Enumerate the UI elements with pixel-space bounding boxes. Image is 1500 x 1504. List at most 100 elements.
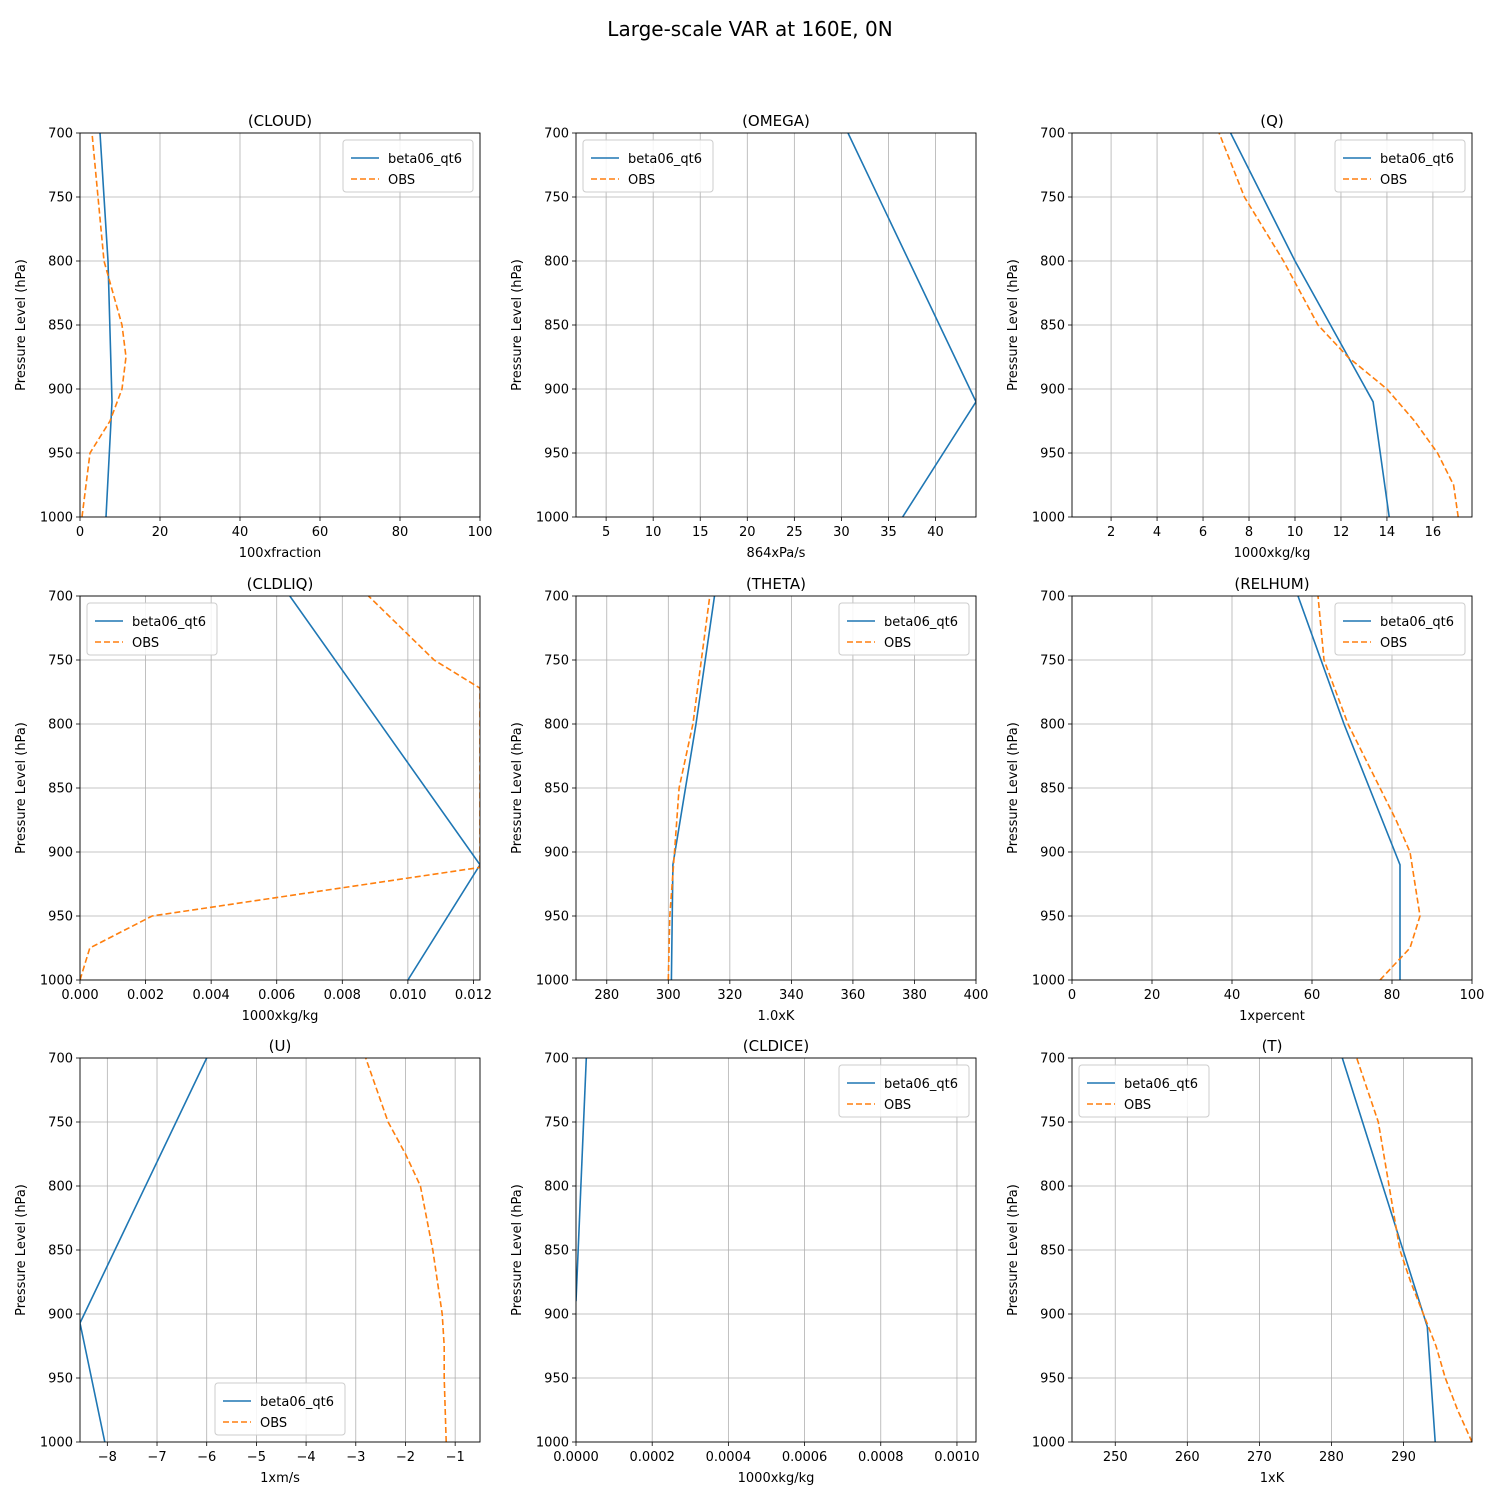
- chart-1-xtick-label: 5: [602, 525, 610, 540]
- chart-5-xtick-label: 100: [1460, 988, 1485, 1003]
- chart-0-legend-box: [342, 139, 474, 193]
- chart-7-ylabel: Pressure Level (hPa): [510, 1184, 525, 1316]
- chart-5-xlabel: 1xpercent: [1239, 1009, 1305, 1024]
- chart-5-xtick-label: 0: [1068, 988, 1076, 1003]
- chart-3-legend-label: OBS: [132, 636, 159, 651]
- chart-1-legend-label: OBS: [628, 173, 655, 188]
- chart-2-xtick-label: 2: [1107, 525, 1115, 540]
- chart-0-legend-label: beta06_qt6: [388, 152, 462, 167]
- chart-7-xlabel: 1000xkg/kg: [738, 1471, 815, 1486]
- chart-0-series-model-line: [99, 133, 113, 517]
- chart-7-ytick-label: 700: [544, 1052, 569, 1067]
- chart-7-xtick-label: 0.0008: [858, 1450, 904, 1465]
- chart-8-frame: [1071, 1057, 1473, 1443]
- chart-7-series-model-line: [576, 1058, 588, 1302]
- chart-0-ylabel: Pressure Level (hPa): [14, 259, 29, 391]
- chart-5-xtick-label: 20: [1144, 988, 1161, 1003]
- chart-8-ytick-label: 700: [1040, 1052, 1065, 1067]
- chart-8-xtick-label: 250: [1103, 1450, 1128, 1465]
- chart-2-ytick-label: 900: [1040, 383, 1065, 398]
- chart-7-ytick-label: 750: [544, 1116, 569, 1131]
- chart-7-ytick-label: 950: [544, 1372, 569, 1387]
- chart-8-series-model-line: [1341, 1058, 1436, 1442]
- chart-1-xtick-label: 25: [786, 525, 803, 540]
- chart-1: 5 10 15 20 25 30 35 40 700 750 800 850 900 950 1000 (OM…: [510, 112, 977, 561]
- chart-1-ytick-label: 750: [544, 191, 569, 206]
- chart-3-xtick-label: 0.004: [193, 988, 230, 1003]
- chart-6-xtick-label: −2: [396, 1450, 415, 1465]
- chart-1-xtick-label: 10: [645, 525, 662, 540]
- chart-2-ytick-label: 750: [1040, 191, 1065, 206]
- chart-5-legend-label: beta06_qt6: [1380, 615, 1454, 630]
- chart-4-legend-box: [838, 602, 970, 656]
- chart-7-legend-box: [838, 1064, 970, 1118]
- chart-2-ytick-label: 700: [1040, 127, 1065, 142]
- chart-1-ytick-label: 800: [544, 255, 569, 270]
- chart-5-ytick-label: 1000: [1032, 974, 1065, 989]
- chart-2-xtick-label: 14: [1379, 525, 1396, 540]
- chart-8-ytick-label: 800: [1040, 1180, 1065, 1195]
- chart-6-ylabel: Pressure Level (hPa): [14, 1184, 29, 1316]
- chart-8-legend-box: [1078, 1064, 1210, 1118]
- chart-1-series-model-line: [847, 133, 976, 517]
- chart-7-title: (CLDICE): [743, 1037, 809, 1055]
- chart-6-series-model-line: [80, 1058, 208, 1442]
- chart-2-ylabel: Pressure Level (hPa): [1006, 259, 1021, 391]
- chart-5-series-group: [1297, 596, 1421, 980]
- chart-2-legend-box: [1334, 139, 1466, 193]
- chart-5-xtick-label: 40: [1224, 988, 1241, 1003]
- chart-5-ylabel: Pressure Level (hPa): [1006, 722, 1021, 854]
- chart-2-xtick-label: 10: [1287, 525, 1304, 540]
- chart-4-legend-label: OBS: [884, 636, 911, 651]
- chart-3-series-group: [80, 596, 480, 980]
- chart-7-xtick-label: 0.0002: [629, 1450, 675, 1465]
- chart-2-ytick-label: 1000: [1032, 511, 1065, 526]
- chart-5-legend-label: OBS: [1380, 636, 1407, 651]
- chart-2-frame: [1071, 132, 1473, 518]
- chart-7-legend-label: beta06_qt6: [884, 1077, 958, 1092]
- chart-6-legend: beta06_qt6 OBS: [214, 1382, 346, 1436]
- chart-0-ytick-label: 850: [48, 319, 73, 334]
- chart-0-legend-label: OBS: [388, 173, 415, 188]
- chart-0-ytick-label: 700: [48, 127, 73, 142]
- figure-title: Large-scale VAR at 160E, 0N: [607, 17, 892, 41]
- chart-4-ytick-label: 900: [544, 846, 569, 861]
- chart-7-legend: beta06_qt6 OBS: [838, 1064, 970, 1118]
- chart-6-xtick-label: −6: [197, 1450, 216, 1465]
- chart-4-xtick-label: 380: [902, 988, 927, 1003]
- chart-3: 0.000 0.002 0.004 0.006 0.008 0.010 0.012 700 75…: [14, 575, 492, 1024]
- chart-0-series-obs-line: [81, 133, 127, 517]
- chart-4-title: (THETA): [746, 575, 806, 593]
- chart-6-xtick-label: −8: [98, 1450, 117, 1465]
- chart-2-xtick-label: 4: [1153, 525, 1161, 540]
- chart-4-xtick-label: 400: [964, 988, 989, 1003]
- chart-7-frame: [575, 1057, 977, 1443]
- chart-3-ytick-label: 700: [48, 590, 73, 605]
- chart-1-xtick-label: 35: [880, 525, 897, 540]
- chart-8-xtick-label: 270: [1247, 1450, 1272, 1465]
- chart-7-legend-label: OBS: [884, 1098, 911, 1113]
- chart-1-legend: beta06_qt6 OBS: [582, 139, 714, 193]
- chart-4-xtick-label: 300: [656, 988, 681, 1003]
- chart-4-ytick-label: 800: [544, 718, 569, 733]
- chart-0-xtick-label: 100: [468, 525, 493, 540]
- chart-8-ytick-label: 900: [1040, 1308, 1065, 1323]
- chart-5-xtick-label: 60: [1304, 988, 1321, 1003]
- chart-6-ytick-label: 800: [48, 1180, 73, 1195]
- chart-1-ytick-label: 1000: [536, 511, 569, 526]
- chart-3-series-obs-line: [80, 596, 480, 980]
- chart-0-ytick-label: 750: [48, 191, 73, 206]
- chart-3-ytick-label: 850: [48, 782, 73, 797]
- chart-5-ytick-label: 950: [1040, 910, 1065, 925]
- chart-5-ytick-label: 900: [1040, 846, 1065, 861]
- chart-6-ytick-label: 1000: [40, 1436, 73, 1451]
- chart-1-xtick-label: 40: [927, 525, 944, 540]
- chart-8: 250 260 270 280 290 700 750 800 850 900 950 1000 (T)…: [1006, 1037, 1473, 1486]
- chart-6-ytick-label: 700: [48, 1052, 73, 1067]
- chart-2-xtick-label: 6: [1199, 525, 1207, 540]
- chart-8-legend-label: OBS: [1124, 1098, 1151, 1113]
- chart-3-ytick-label: 800: [48, 718, 73, 733]
- chart-4-xtick-label: 360: [841, 988, 866, 1003]
- chart-8-series-group: [1341, 1058, 1472, 1442]
